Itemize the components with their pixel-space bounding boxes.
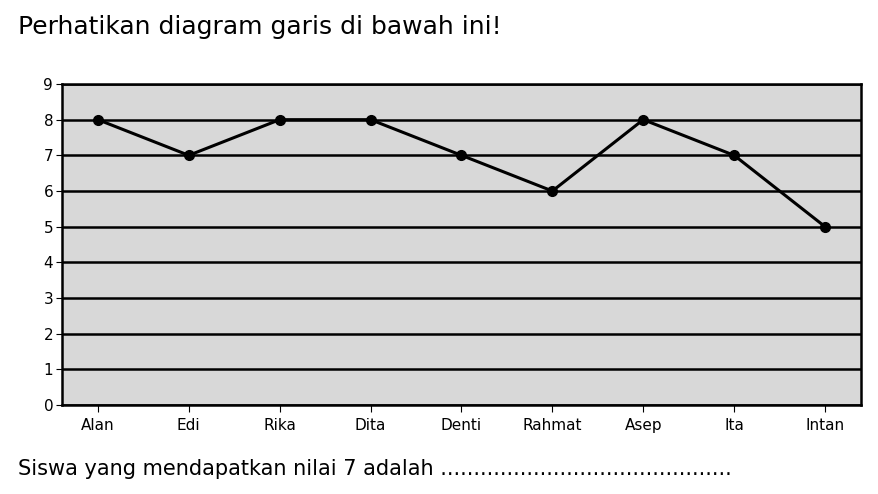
Text: Perhatikan diagram garis di bawah ini!: Perhatikan diagram garis di bawah ini! (18, 15, 500, 39)
Text: Siswa yang mendapatkan nilai 7 adalah ..........................................: Siswa yang mendapatkan nilai 7 adalah ..… (18, 459, 730, 479)
